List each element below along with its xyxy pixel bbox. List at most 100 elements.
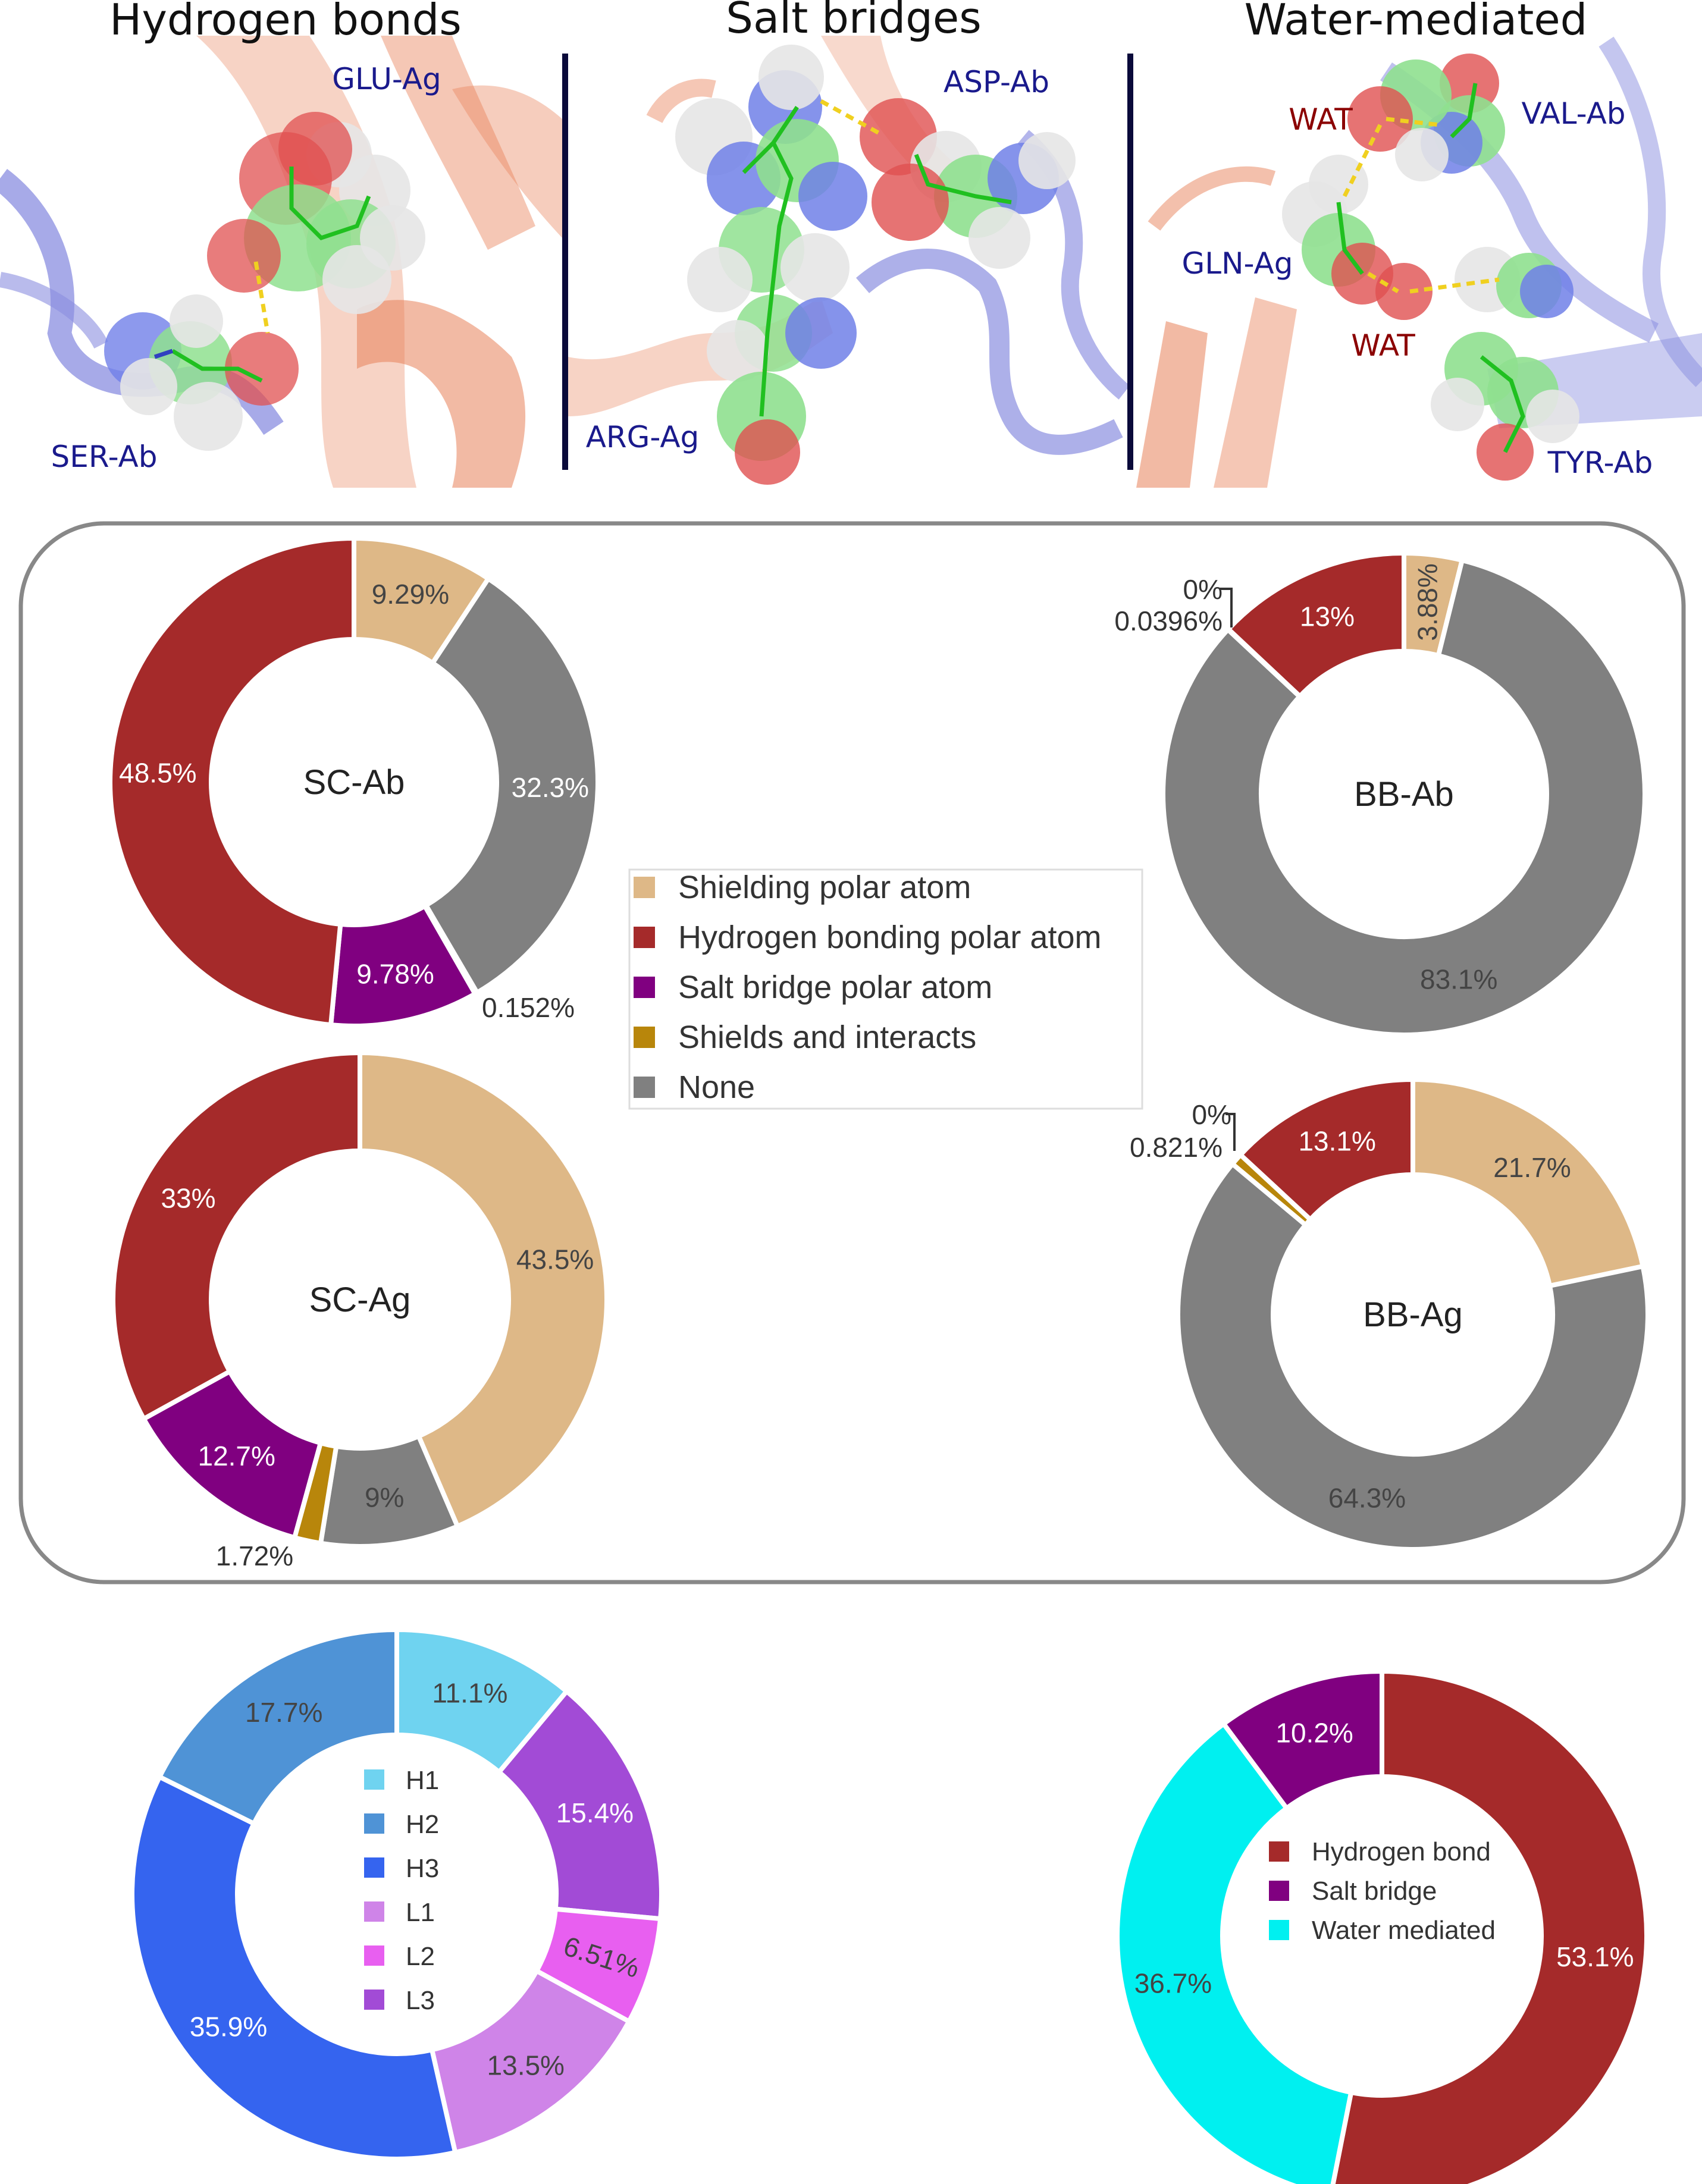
panel-water-mediated: Water-mediated WAT VAL-Ab GLN-Ag WAT TYR… xyxy=(1136,0,1702,488)
slice-h3 xyxy=(130,1774,458,2161)
slice-value-label: 21.7% xyxy=(1493,1152,1571,1183)
legend-item-hydrogen-bond: Hydrogen bond xyxy=(1312,1837,1491,1866)
legend-item-salt-bridge: Salt bridge xyxy=(1312,1877,1437,1906)
donut-cdr-regions: 11.1%15.4%6.51%13.5%35.9%17.7% xyxy=(130,1627,664,2161)
slice-value-label: 53.1% xyxy=(1556,1941,1634,1972)
legend-item-shielding: Shielding polar atom xyxy=(678,870,971,905)
legend-item-water-mediated: Water mediated xyxy=(1312,1916,1496,1945)
slice-hydrogen-bond xyxy=(1330,1668,1649,2184)
legend-item-hbond: Hydrogen bonding polar atom xyxy=(678,920,1101,955)
legend-swatch xyxy=(364,1990,384,2010)
legend-item-h1: H1 xyxy=(406,1766,439,1795)
slice-hydrogen-bonding-polar-atom xyxy=(1225,550,1406,700)
panel-divider xyxy=(1127,54,1133,470)
ext-label-bb-ag-salt: 0% xyxy=(1192,1099,1231,1130)
donut-interaction-types: 53.1% 36.7% 10.2% xyxy=(1115,1668,1649,2184)
slice-none xyxy=(1161,557,1647,1037)
legend-swatch xyxy=(634,977,655,998)
label-tyr-ab: TYR-Ab xyxy=(1547,445,1653,480)
slice-value-label: 15.4% xyxy=(556,1797,634,1828)
donut-sc-ag: 43.5% 9% 12.7% 33% SC-Ag xyxy=(111,1050,609,1549)
slice-shielding-polar-atom xyxy=(358,1050,609,1530)
panel-divider xyxy=(562,54,568,470)
ext-label-bb-ab-salt: 0% xyxy=(1183,574,1223,605)
leader-line xyxy=(1225,1113,1236,1151)
slice-none xyxy=(422,575,600,996)
slice-none xyxy=(1176,1160,1651,1552)
donut-center-title: BB-Ab xyxy=(1354,775,1454,814)
slice-hydrogen-bonding-polar-atom xyxy=(111,1050,362,1422)
slice-value-label: 36.7% xyxy=(1134,1968,1212,1999)
label-ser-ab: SER-Ab xyxy=(51,440,158,474)
label-asp-ab: ASP-Ab xyxy=(944,65,1049,99)
donut-center-title: SC-Ab xyxy=(303,763,405,802)
legend-swatch xyxy=(364,1945,384,1966)
panel-title-salt-bridges: Salt bridges xyxy=(726,0,981,43)
legend-swatch xyxy=(634,1077,655,1098)
slice-salt-bridge xyxy=(1220,1668,1384,1812)
slice-value-label: 35.9% xyxy=(190,2012,267,2042)
legend-item-none: None xyxy=(678,1069,755,1105)
slice-value-label: 11.1% xyxy=(432,1678,507,1709)
legend-item-l2: L2 xyxy=(406,1942,435,1971)
slice-value-label: 17.7% xyxy=(245,1697,322,1728)
label-wat-top: WAT xyxy=(1289,102,1353,137)
ext-label-bb-ag-shields-interacts: 0.821% xyxy=(1130,1132,1223,1163)
donut-sc-ab: 9.29% 32.3% 9.78% 48.5% SC-Ab xyxy=(108,535,600,1028)
legend-regions: H1 H2 H3 L1 L2 L3 xyxy=(364,1766,439,2015)
slice-shielding-polar-atom xyxy=(1411,1077,1646,1289)
legend-item-l1: L1 xyxy=(406,1898,435,1927)
legend-swatch xyxy=(364,1857,384,1878)
slice-value-label: 48.5% xyxy=(119,757,196,788)
donut-center-title: BB-Ag xyxy=(1363,1295,1463,1334)
label-arg-ag: ARG-Ag xyxy=(586,420,700,454)
slice-value-label: 9.29% xyxy=(372,579,449,610)
polar-atom-box xyxy=(18,521,1686,1584)
slice-value-label: 33% xyxy=(161,1183,215,1214)
legend-swatch xyxy=(364,1813,384,1834)
slice-value-label: 32.3% xyxy=(512,772,589,803)
ext-label-bb-ab-shields-interacts: 0.0396% xyxy=(1114,605,1223,636)
slice-value-label: 12.7% xyxy=(198,1441,275,1471)
slice-water-mediated xyxy=(1115,1720,1354,2184)
legend-item-l3: L3 xyxy=(406,1986,435,2015)
ext-label-sc-ag-shields-interacts: 1.72% xyxy=(216,1540,293,1571)
legend-swatch xyxy=(634,1027,655,1048)
donut-bb-ab: 3.88% 83.1% 13% BB-Ab xyxy=(1161,550,1647,1037)
slice-value-label: 83.1% xyxy=(1420,964,1497,995)
slice-value-label: 43.5% xyxy=(516,1244,594,1275)
slice-value-label: 13% xyxy=(1300,601,1355,632)
legend-swatch xyxy=(1269,1920,1289,1940)
panel-title-water-mediated: Water-mediated xyxy=(1245,0,1588,45)
ext-label-sc-ab-shields-interacts: 0.152% xyxy=(482,992,575,1023)
slice-l1 xyxy=(429,1968,632,2155)
legend-swatch xyxy=(1269,1841,1289,1862)
legend-item-h2: H2 xyxy=(406,1810,439,1839)
label-val-ab: VAL-Ab xyxy=(1521,96,1625,131)
slice-value-label: 3.88% xyxy=(1412,563,1443,641)
slice-value-label: 9% xyxy=(365,1482,404,1513)
legend-item-h3: H3 xyxy=(406,1854,439,1883)
donut-center-title: SC-Ag xyxy=(309,1281,411,1319)
panel-salt-bridges: Salt bridges ASP-Ab ARG-Ag xyxy=(568,0,1130,485)
label-glu-ag: GLU-Ag xyxy=(332,62,441,96)
legend-swatch xyxy=(364,1901,384,1922)
panel-title-hydrogen-bonds: Hydrogen bonds xyxy=(109,0,462,45)
legend-swatch xyxy=(634,877,655,898)
legend-item-shields-interacts: Shields and interacts xyxy=(678,1019,976,1055)
slice-h2 xyxy=(156,1627,399,1827)
legend-swatch xyxy=(634,927,655,948)
slice-value-label: 13.5% xyxy=(487,2050,565,2081)
slice-hydrogen-bonding-polar-atom xyxy=(1237,1077,1415,1223)
donut-bb-ag: 21.7% 64.3% 13.1% BB-Ag xyxy=(1176,1077,1651,1552)
legend-swatch xyxy=(364,1769,384,1790)
slice-hydrogen-bonding-polar-atom xyxy=(108,535,356,1028)
slice-value-label: 9.78% xyxy=(356,959,434,990)
leader-line xyxy=(1220,588,1233,627)
legend-swatch xyxy=(1269,1881,1289,1901)
label-gln-ag: GLN-Ag xyxy=(1182,246,1293,281)
panel-hydrogen-bonds: Hydrogen bonds GLU-Ag SER-Ab xyxy=(0,0,562,488)
legend-interactions: Hydrogen bond Salt bridge Water mediated xyxy=(1269,1837,1496,1945)
legend-item-salt: Salt bridge polar atom xyxy=(678,969,992,1005)
